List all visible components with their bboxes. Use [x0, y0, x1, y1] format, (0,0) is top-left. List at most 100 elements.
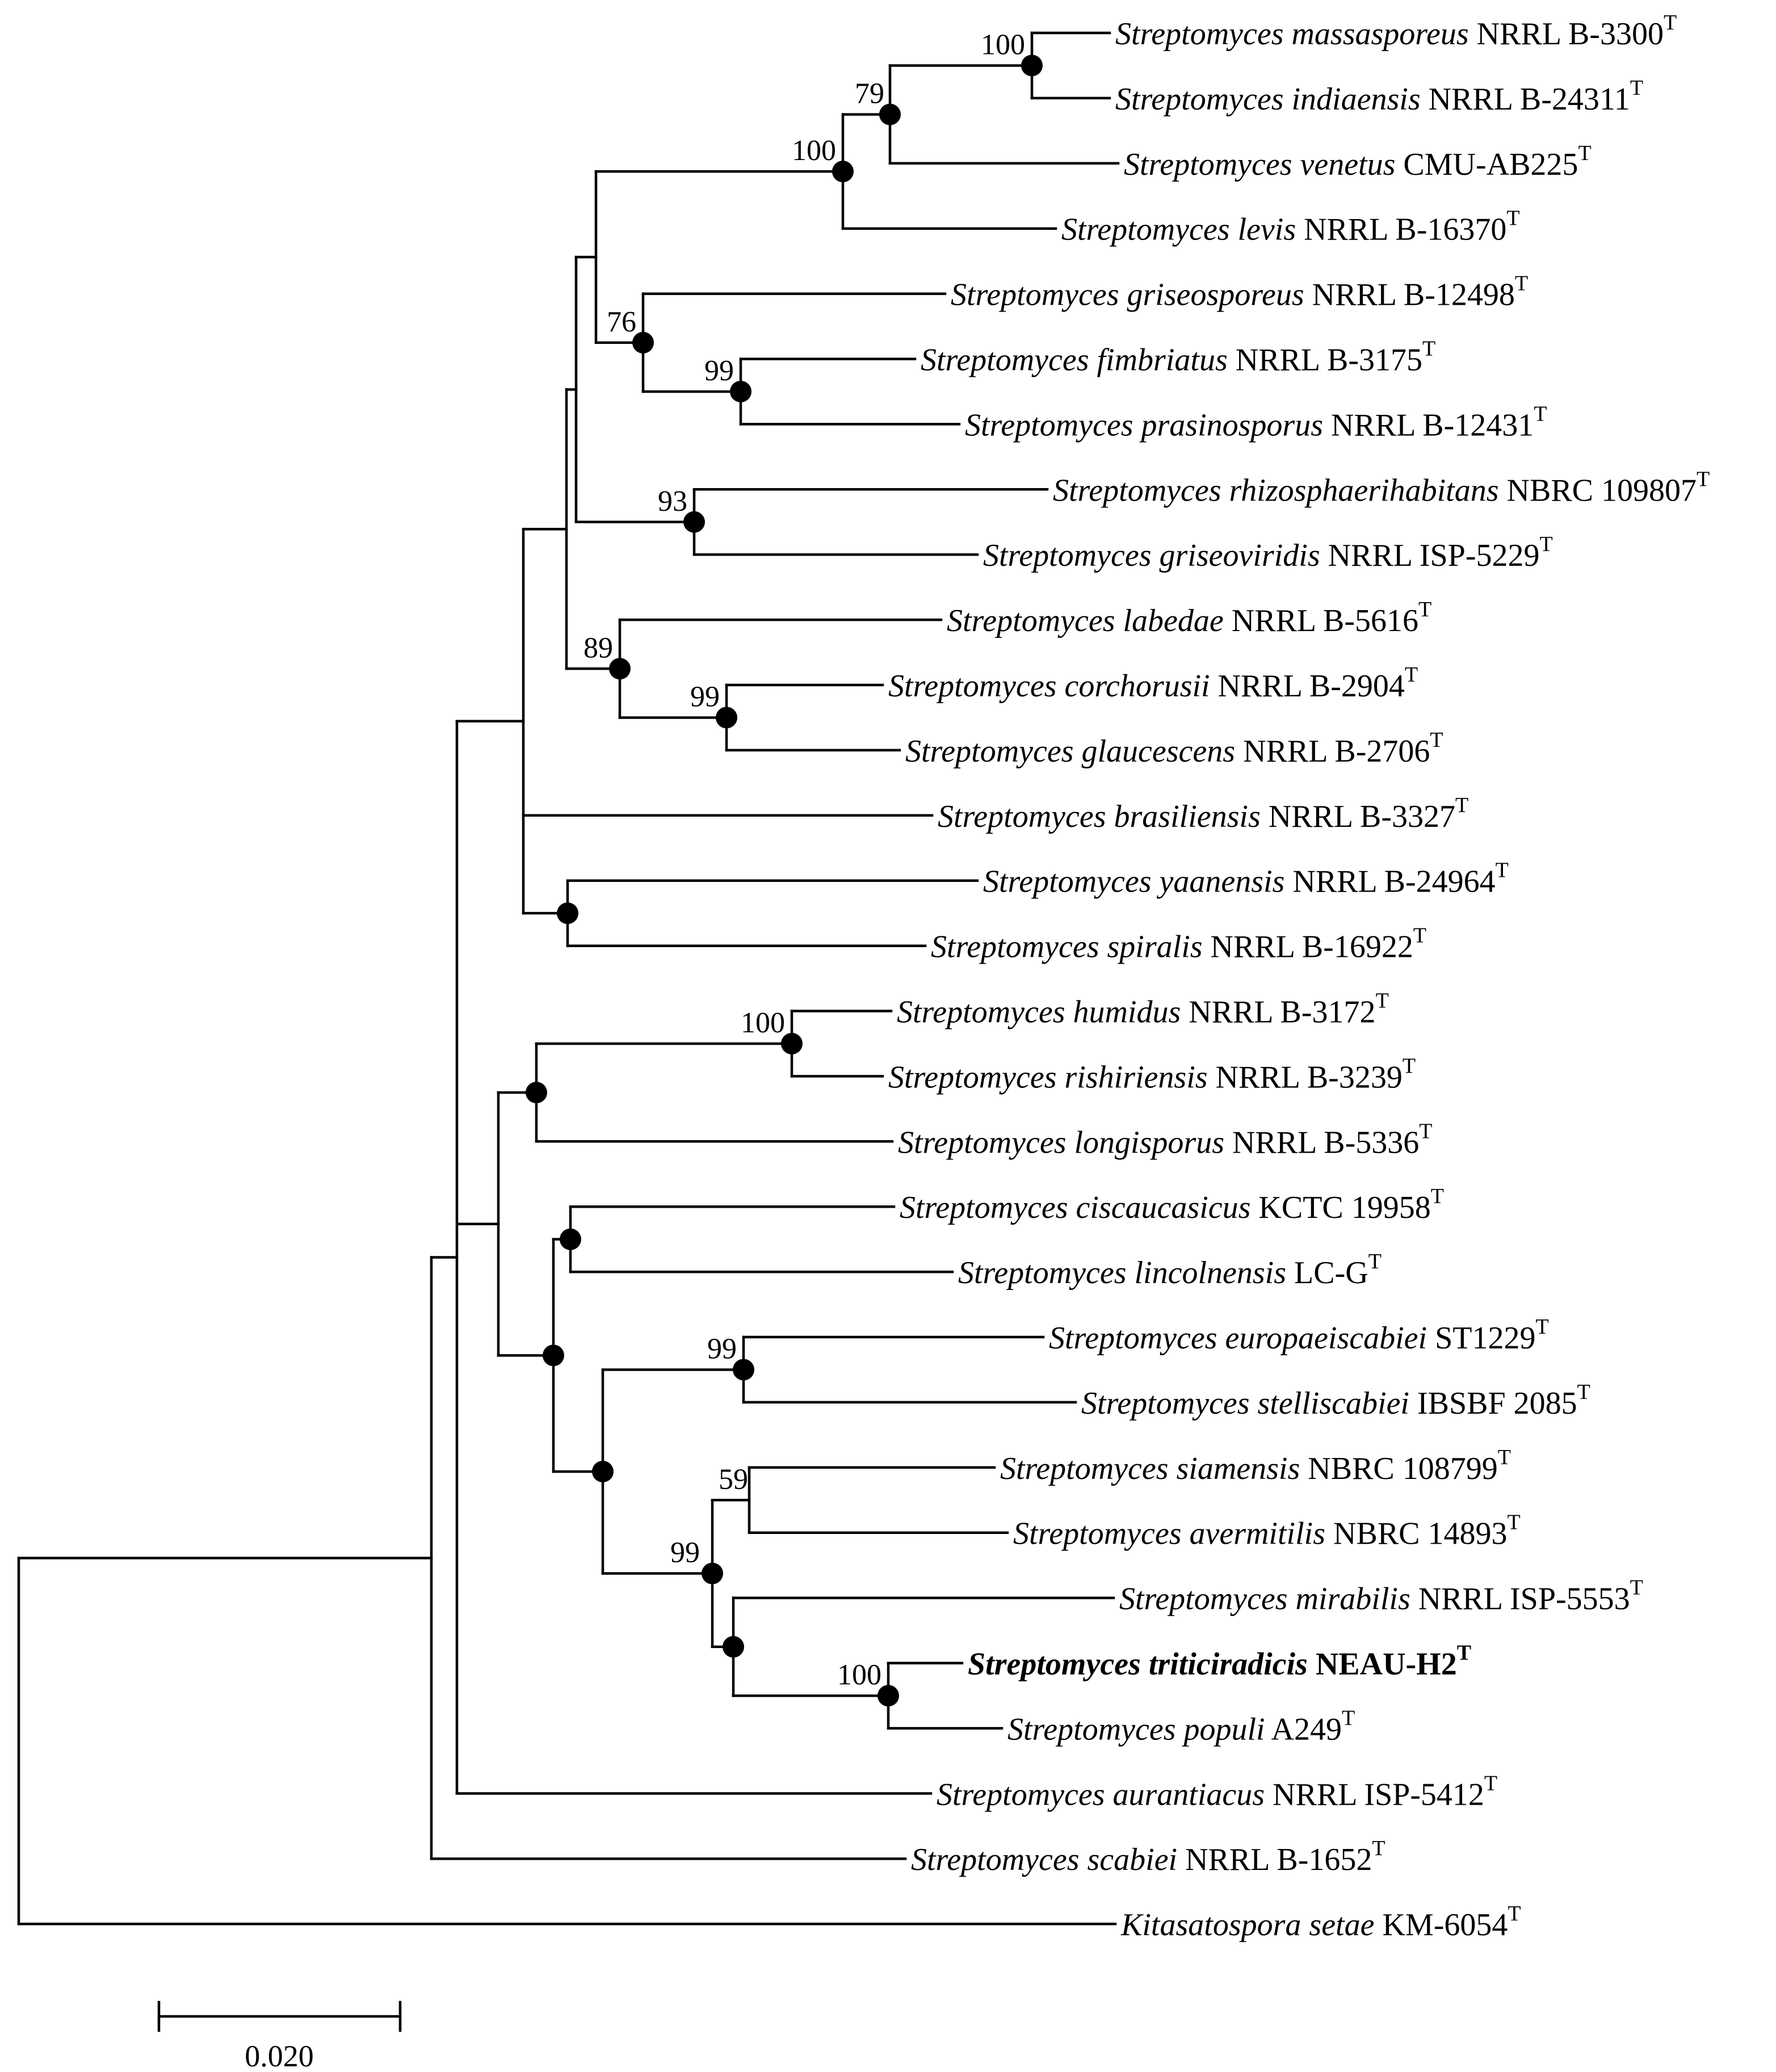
strain-designation: NRRL ISP-5229 — [1320, 538, 1540, 573]
type-strain-superscript: T — [1535, 1315, 1548, 1339]
node-dot-n_mass_ind — [1021, 54, 1043, 77]
taxon-name: Streptomyces labedae — [947, 603, 1224, 638]
node-dot-n_cisc9 — [543, 1344, 564, 1367]
bootstrap-values: 100 79 100 76 99 93 89 99 100 99 59 99 100 — [583, 28, 1025, 1691]
taxon-name: Streptomyces europaeiscabiei — [1049, 1321, 1427, 1356]
strain-designation: NRRL B-2706 — [1235, 734, 1430, 769]
type-strain-superscript: T — [1372, 1836, 1385, 1860]
strain-designation: KM-6054 — [1374, 1907, 1508, 1943]
type-strain-superscript: T — [1455, 793, 1468, 817]
taxon-label-glaucescens: Streptomyces glaucescens NRRL B-2706T — [905, 728, 1443, 769]
node-dot-n_mir_tp — [723, 1636, 744, 1658]
strain-designation: NRRL B-3239 — [1208, 1060, 1403, 1095]
taxon-name: Streptomyces siamensis — [1000, 1451, 1300, 1486]
taxon-label-scabiei: Streptomyces scabiei NRRL B-1652T — [911, 1836, 1385, 1877]
taxon-label-stelliscabiei: Streptomyces stelliscabiei IBSBF 2085T — [1081, 1380, 1590, 1421]
taxon-label-longisporus: Streptomyces longisporus NRRL B-5336T — [898, 1119, 1432, 1160]
node-dot-n_griseo3 — [632, 331, 654, 354]
taxon-label-lincolnensis: Streptomyces lincolnensis LC-GT — [958, 1250, 1382, 1291]
type-strain-superscript: T — [1419, 1119, 1432, 1143]
strain-designation: NRRL B-3300 — [1469, 16, 1664, 52]
type-strain-superscript: T — [1431, 1184, 1444, 1208]
strain-designation: NRRL B-3172 — [1181, 995, 1375, 1030]
strain-designation: A249 — [1265, 1712, 1342, 1747]
bootstrap-n_mass_ven: 79 — [855, 78, 884, 110]
strain-designation: NRRL B-5616 — [1224, 603, 1418, 638]
type-strain-superscript: T — [1577, 1380, 1590, 1404]
strain-designation: NRRL B-16370 — [1296, 212, 1506, 247]
taxon-label-rishiriensis: Streptomyces rishiriensis NRRL B-3239T — [888, 1054, 1416, 1095]
node-dot-n_humid_rish — [781, 1032, 803, 1054]
taxon-label-brasiliensis: Streptomyces brasiliensis NRRL B-3327T — [938, 793, 1468, 834]
taxon-name: Streptomyces corchorusii — [888, 669, 1210, 704]
taxon-name: Streptomyces aurantiacus — [937, 1777, 1265, 1812]
type-strain-superscript: T — [1508, 1902, 1521, 1926]
strain-designation: NBRC 109807 — [1499, 473, 1697, 508]
strain-designation: NBRC 108799 — [1300, 1451, 1498, 1486]
taxon-name: Streptomyces griseoviridis — [983, 538, 1320, 573]
type-strain-superscript: T — [1697, 467, 1710, 491]
taxon-name: Streptomyces populi — [1007, 1712, 1265, 1747]
type-strain-superscript: T — [1376, 989, 1389, 1013]
node-dot-n_corch_glauc — [716, 707, 737, 729]
taxon-name: Streptomyces prasinosporus — [965, 407, 1323, 443]
strain-designation: NRRL B-12498 — [1304, 278, 1515, 313]
strain-designation: NRRL ISP-5412 — [1265, 1777, 1484, 1812]
node-dot-n_hrl — [526, 1082, 547, 1104]
taxon-label-labedae: Streptomyces labedae NRRL B-5616T — [947, 598, 1431, 638]
taxon-label-griseosporeus: Streptomyces griseosporeus NRRL B-12498T — [951, 272, 1528, 313]
bootstrap-n_siam_averm: 59 — [719, 1463, 748, 1495]
bootstrap-n_mass_ind: 100 — [981, 28, 1025, 61]
strain-designation: NRRL B-24311 — [1421, 82, 1630, 117]
taxon-label-ciscaucasicus: Streptomyces ciscaucasicus KCTC 19958T — [900, 1184, 1444, 1225]
bootstrap-n_top4: 100 — [792, 135, 836, 167]
taxon-name: Streptomyces levis — [1061, 212, 1296, 247]
taxon-label-corchorusii: Streptomyces corchorusii NRRL B-2904T — [888, 663, 1418, 704]
strain-designation: NRRL B-16922 — [1203, 930, 1413, 965]
type-strain-superscript: T — [1422, 337, 1435, 361]
taxon-name: Streptomyces avermitilis — [1013, 1516, 1325, 1552]
type-strain-superscript: T — [1630, 1576, 1643, 1600]
type-strain-superscript: T — [1498, 1445, 1511, 1469]
node-dot-n_five — [702, 1562, 723, 1585]
type-strain-superscript: T — [1506, 207, 1519, 230]
type-strain-superscript: T — [1578, 141, 1591, 165]
strain-designation: LC-G — [1286, 1255, 1368, 1291]
taxon-name: Streptomyces venetus — [1124, 147, 1395, 182]
taxon-label-prasinosporus: Streptomyces prasinosporus NRRL B-12431T — [965, 402, 1547, 443]
taxon-name: Streptomyces stelliscabiei — [1081, 1386, 1409, 1421]
bootstrap-n_humid_rish: 100 — [741, 1007, 785, 1039]
node-dot-n_mass_ven — [879, 103, 901, 125]
taxon-name: Streptomyces massasporeus — [1115, 16, 1469, 52]
node-dot-n_euro7 — [592, 1460, 614, 1482]
taxon-name: Streptomyces griseosporeus — [951, 278, 1304, 313]
bootstrap-n_trit_pop: 100 — [837, 1659, 881, 1691]
strain-designation: NRRL B-3175 — [1228, 343, 1422, 378]
type-strain-superscript: T — [1430, 728, 1443, 752]
taxon-name: Streptomyces ciscaucasicus — [900, 1190, 1250, 1225]
taxon-name: Streptomyces triticiradicis — [968, 1647, 1308, 1682]
taxon-label-setae: Kitasatospora setae KM-6054T — [1120, 1902, 1521, 1943]
taxon-label-europaeiscabiei: Streptomyces europaeiscabiei ST1229T — [1049, 1315, 1549, 1356]
taxon-name: Streptomyces fimbriatus — [921, 343, 1228, 378]
taxon-name: Streptomyces humidus — [897, 995, 1181, 1030]
taxon-label-spiralis: Streptomyces spiralis NRRL B-16922T — [931, 924, 1426, 965]
strain-designation: KCTC 19958 — [1250, 1190, 1430, 1225]
bootstrap-n_five: 99 — [670, 1537, 700, 1569]
strain-designation: NRRL B-5336 — [1224, 1125, 1419, 1160]
taxon-label-massasporeus: Streptomyces massasporeus NRRL B-3300T — [1115, 11, 1677, 52]
node-dot-n_lab3 — [609, 658, 631, 680]
strain-designation: IBSBF 2085 — [1409, 1386, 1577, 1421]
taxon-name: Streptomyces indiaensis — [1115, 82, 1421, 117]
taxon-label-siamensis: Streptomyces siamensis NBRC 108799T — [1000, 1445, 1511, 1486]
bootstrap-n_lab3: 89 — [583, 632, 613, 664]
taxon-labels: Streptomyces massasporeus NRRL B-3300TSt… — [888, 11, 1710, 1943]
taxon-name: Streptomyces brasiliensis — [938, 799, 1261, 834]
bootstrap-n_fimb_pras: 99 — [704, 355, 734, 387]
type-strain-superscript: T — [1508, 1511, 1521, 1535]
taxon-label-yaanensis: Streptomyces yaanensis NRRL B-24964T — [983, 859, 1509, 900]
taxon-label-griseoviridis: Streptomyces griseoviridis NRRL ISP-5229… — [983, 532, 1553, 573]
type-strain-superscript: T — [1534, 402, 1547, 426]
tree-branches — [17, 31, 1120, 1926]
strain-designation: ST1229 — [1427, 1321, 1535, 1356]
